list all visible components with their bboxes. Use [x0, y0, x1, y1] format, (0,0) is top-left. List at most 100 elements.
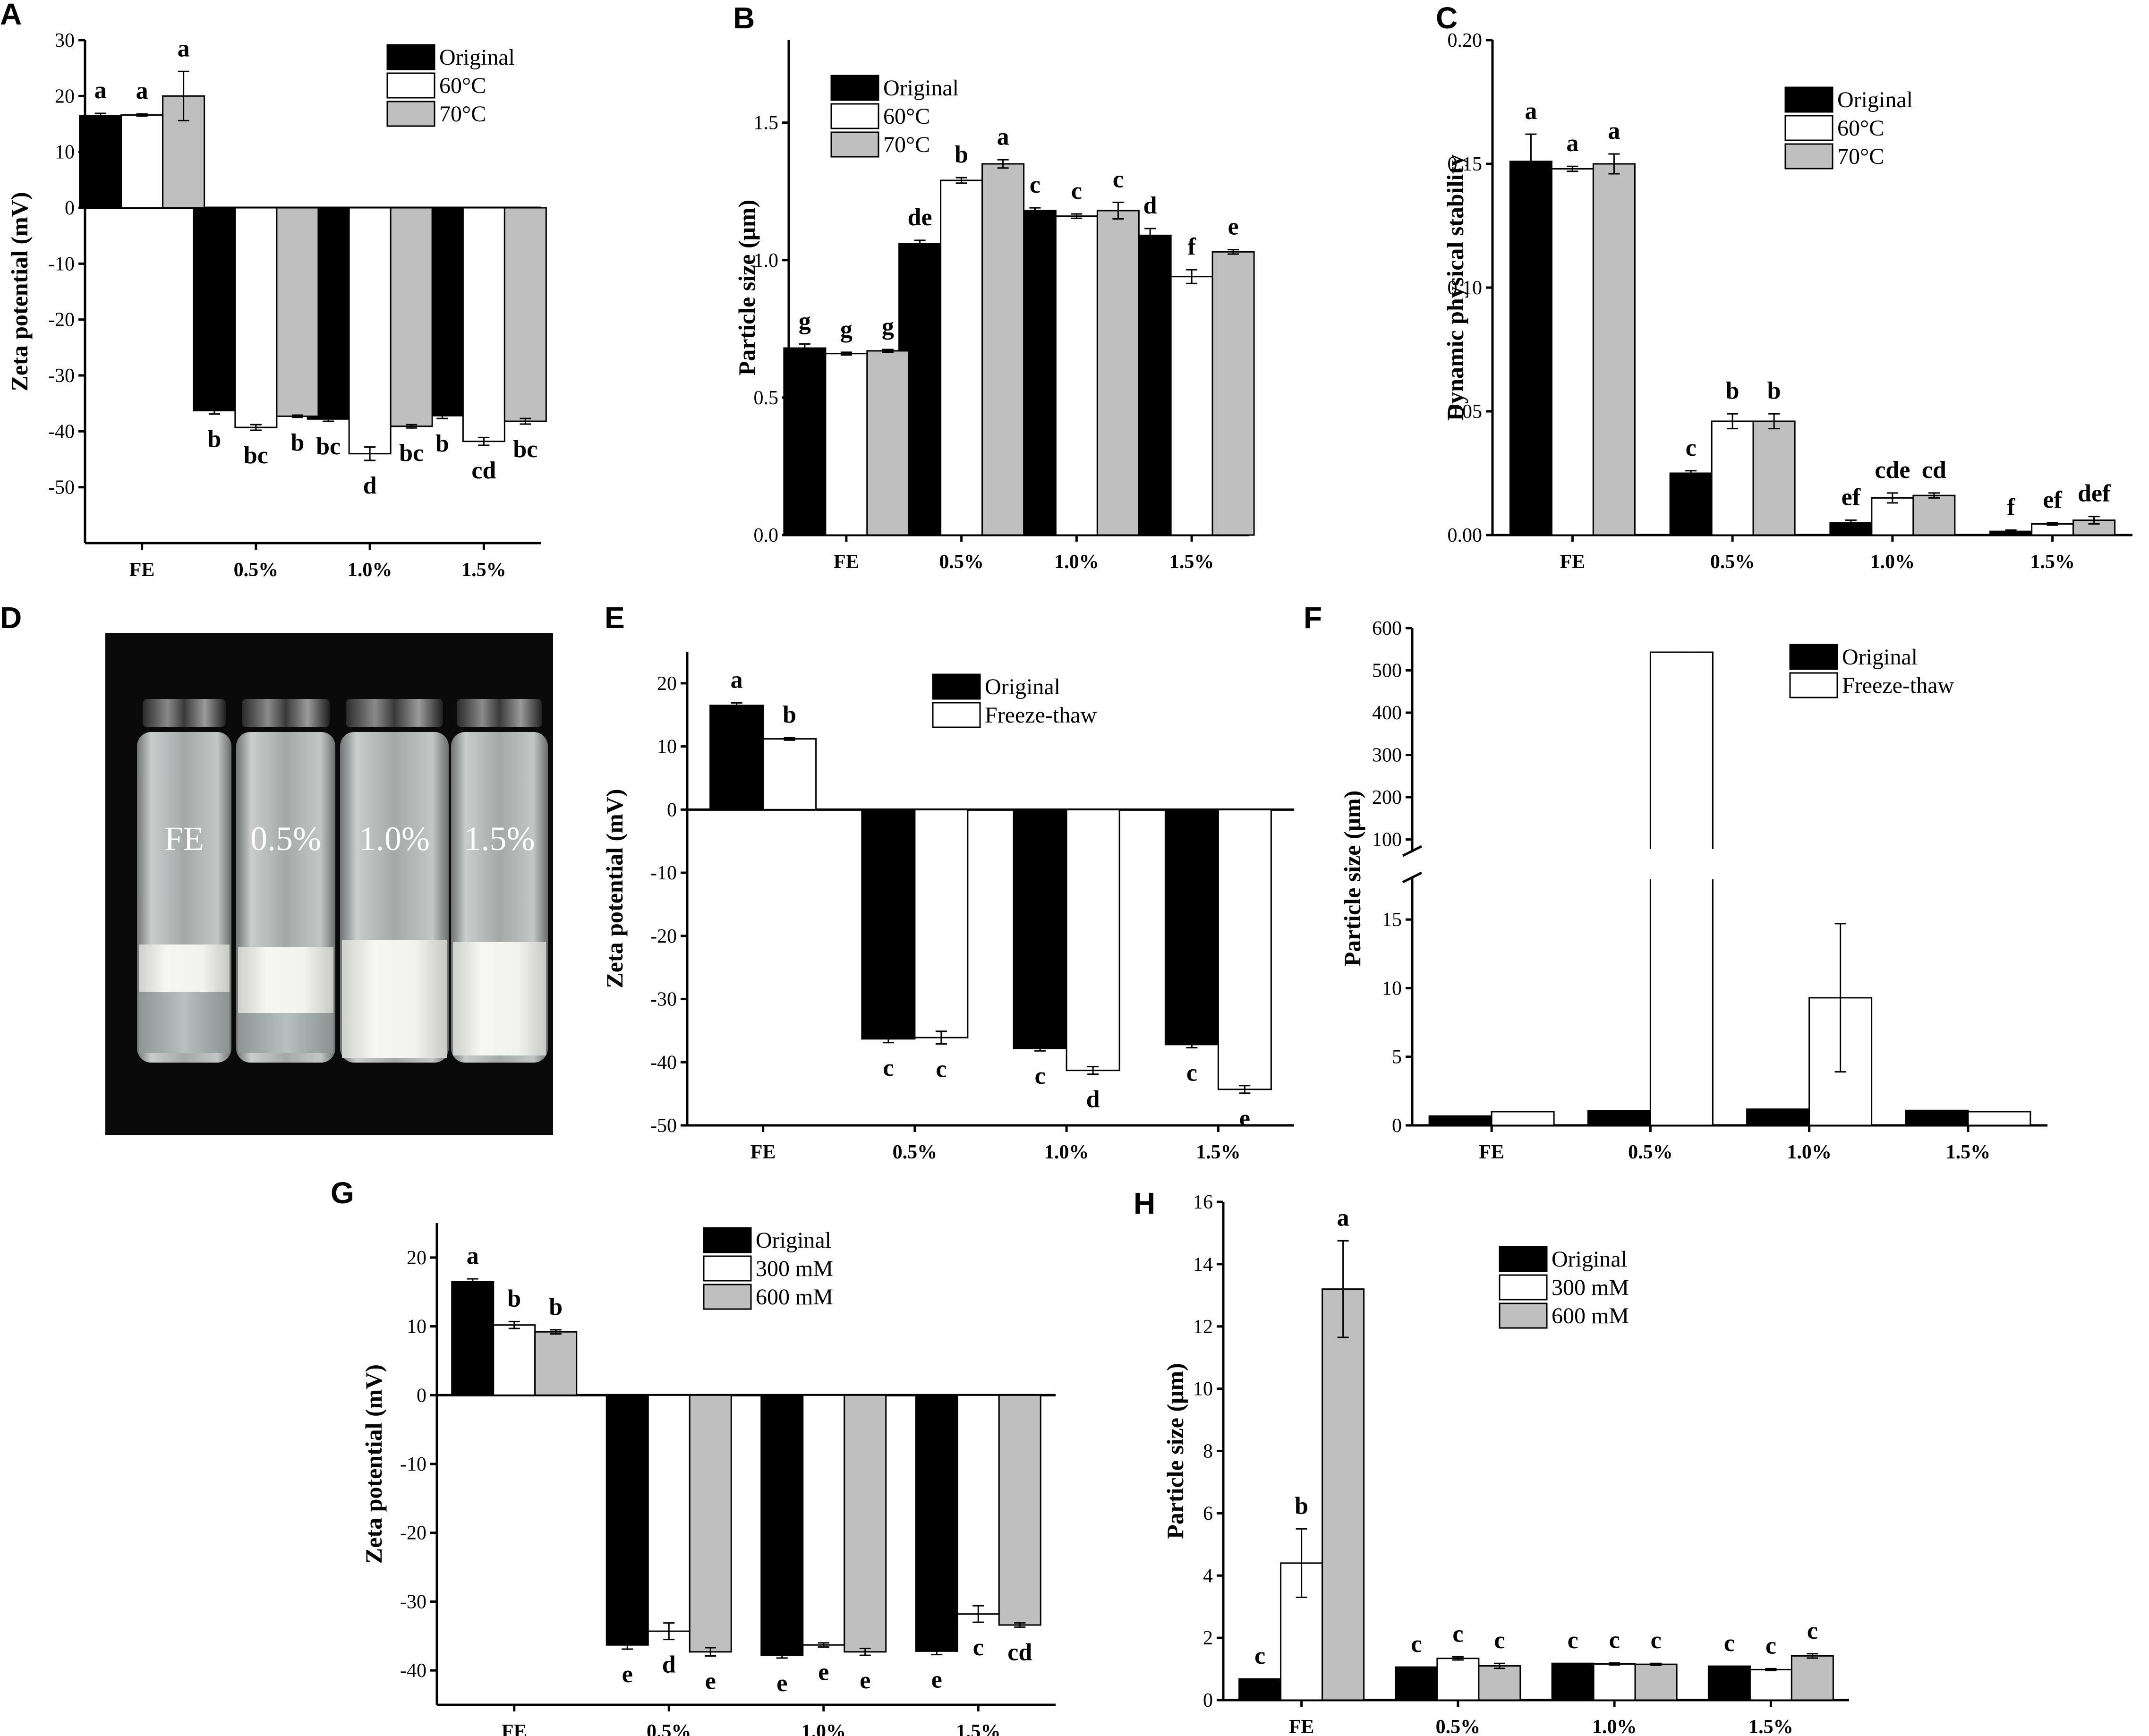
legend-label: Original — [1837, 87, 1913, 112]
y-tick-label: -40 — [400, 1660, 426, 1682]
panel-label-a: A — [0, 0, 22, 31]
bar-break-gap — [1648, 849, 1715, 879]
significance-letter: ef — [2043, 486, 2062, 513]
significance-letter: e — [818, 1659, 829, 1686]
legend-label: Original — [1552, 1247, 1627, 1272]
legend-label: 60°C — [439, 73, 486, 98]
y-axis-title: Zeta potential (mV) — [360, 1364, 387, 1564]
legend: Original 60°C 70°C — [830, 75, 959, 158]
significance-letter: cd — [471, 457, 496, 484]
y-tick-label: 300 — [1372, 745, 1402, 766]
significance-letter: b — [1295, 1492, 1308, 1519]
bar — [844, 1394, 887, 1653]
axis-break-mark — [1402, 871, 1423, 884]
significance-letter: b — [783, 701, 796, 728]
x-tick-label: FE — [1479, 1141, 1504, 1163]
x-tick-label: 1.5% — [1946, 1141, 1991, 1163]
bar — [1707, 1665, 1751, 1701]
legend-label: 600 mM — [1552, 1303, 1629, 1328]
bar — [1551, 168, 1594, 536]
significance-letter: b — [435, 430, 449, 457]
bar — [1746, 1108, 1810, 1126]
bar-lower — [1649, 877, 1714, 1126]
significance-letter: f — [1187, 233, 1196, 260]
y-tick-label: 10 — [1382, 978, 1402, 999]
bar — [981, 163, 1025, 536]
legend-swatch — [386, 72, 435, 99]
legend-label: 70°C — [1837, 144, 1884, 169]
significance-letter: a — [467, 1242, 479, 1269]
significance-letter: e — [1239, 1105, 1250, 1132]
significance-letter: f — [2007, 494, 2015, 521]
legend-swatch — [386, 101, 435, 127]
vial-cream-layer — [342, 940, 447, 1058]
bar — [462, 207, 505, 443]
x-tick-label: 1.5% — [1169, 551, 1214, 573]
legend: Original Freeze-thaw — [932, 673, 1097, 728]
emulsion-photo: FE 0.5% 1.0% 1.5% — [105, 633, 553, 1135]
y-tick-label: 10 — [55, 142, 75, 163]
significance-letter: c — [1452, 1620, 1463, 1647]
y-tick-label: 0.05 — [1448, 401, 1483, 423]
chart-b-size-heating: 0.00.51.01.5FE 0.5% 1.0% 1.5%gdecdgbcfgaceO… — [733, 40, 1255, 573]
vial-label: 1.0% — [359, 820, 430, 858]
significance-letter: b — [1726, 377, 1740, 404]
significance-letter: a — [997, 123, 1009, 150]
bar — [1491, 1111, 1555, 1126]
bar — [605, 1394, 649, 1646]
bar — [783, 347, 827, 536]
y-tick-label: 1.5 — [754, 112, 779, 134]
legend-swatch — [1499, 1302, 1548, 1329]
legend-swatch — [1784, 86, 1833, 113]
legend-label: 70°C — [439, 102, 486, 127]
significance-letter: c — [1724, 1630, 1735, 1657]
y-tick-label: 15 — [1382, 909, 1402, 931]
bar — [276, 207, 319, 417]
legend: Original 300 mM 600 mM — [703, 1227, 833, 1310]
legend-swatch — [703, 1284, 752, 1310]
bar — [1551, 1662, 1595, 1701]
significance-letter: b — [507, 1285, 521, 1312]
vial-cream-layer — [238, 947, 333, 1013]
bar — [940, 179, 983, 536]
legend-label: 70°C — [883, 132, 930, 157]
bar — [647, 1394, 691, 1632]
legend: Original 60°C 70°C — [1784, 86, 1913, 170]
significance-letter: c — [1071, 178, 1082, 204]
y-tick-label: -50 — [650, 1115, 677, 1137]
significance-letter: bc — [513, 436, 537, 463]
y-tick-label: 0 — [417, 1385, 426, 1406]
bar — [1238, 1678, 1282, 1701]
significance-letter: cd — [1007, 1639, 1032, 1666]
bar — [1217, 808, 1272, 1090]
vial-label: 0.5% — [250, 820, 321, 858]
vial-cap — [143, 699, 226, 727]
y-tick-label: 20 — [657, 673, 677, 695]
y-tick-label: 100 — [1372, 829, 1402, 851]
significance-letter: b — [955, 141, 968, 168]
significance-letter: e — [622, 1661, 633, 1688]
vial-cap — [346, 699, 443, 727]
x-tick-label: 1.5% — [1748, 1716, 1793, 1736]
significance-letter: c — [1035, 1063, 1046, 1089]
bar — [534, 1331, 578, 1396]
significance-letter: bc — [244, 442, 268, 469]
significance-letter: e — [931, 1667, 942, 1693]
chart-h-size-salt: 0 2 4 6 8 10 12 14 16 FE 0.5% 1.0% 1.5% c c c c b c c c a c c c O… — [1162, 1191, 1849, 1736]
significance-letter: d — [1143, 192, 1157, 219]
y-tick-label: 0 — [667, 799, 677, 821]
bar — [1912, 494, 1956, 536]
significance-letter: a — [731, 666, 743, 693]
legend-label: Original — [1842, 645, 1918, 670]
significance-letter: c — [1186, 1060, 1197, 1087]
bar — [1478, 1665, 1521, 1701]
y-tick-label: 5 — [1392, 1047, 1402, 1068]
x-tick-label: 1.5% — [2030, 551, 2075, 573]
x-tick-label: FE — [502, 1721, 527, 1736]
y-tick-label: -20 — [650, 926, 677, 947]
panel-label-h: H — [1134, 1186, 1155, 1220]
bar — [1211, 251, 1255, 536]
y-tick-label: -10 — [48, 253, 75, 275]
x-tick-label: 0.5% — [939, 551, 984, 573]
vial-cap — [242, 699, 330, 727]
